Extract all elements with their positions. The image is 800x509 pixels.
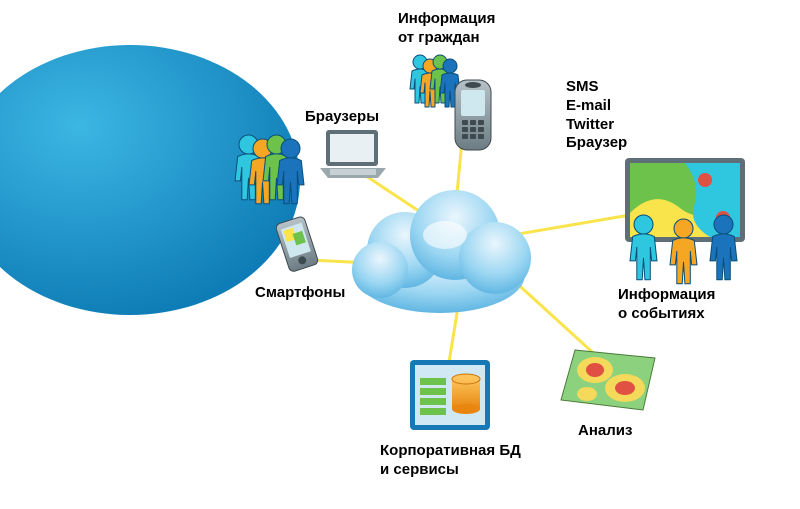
people-group-right-icon <box>630 215 737 284</box>
label-smartphones: Смартфоны <box>255 284 345 303</box>
label-citizen-info: Информация от граждан <box>398 10 495 48</box>
diagram-stage: Информация от граждан Браузеры Смартфоны… <box>0 0 800 509</box>
cloud-icon <box>352 190 531 313</box>
analysis-tile-icon <box>561 350 655 410</box>
label-event-info: Информация о событиях <box>618 286 715 324</box>
label-corp-db: Корпоративная БД и сервисы <box>380 442 521 480</box>
people-group-top-icon <box>410 55 460 107</box>
laptop-icon <box>320 130 386 178</box>
diagram-svg <box>0 0 800 509</box>
people-group-left-icon <box>235 135 304 204</box>
label-browsers: Браузеры <box>305 108 379 127</box>
mobile-phone-icon <box>455 80 491 150</box>
database-server-icon <box>410 360 490 430</box>
label-channels: SMS E-mail Twitter Браузер <box>566 78 627 153</box>
label-analysis: Анализ <box>578 422 632 441</box>
smartphone-icon <box>275 216 319 273</box>
